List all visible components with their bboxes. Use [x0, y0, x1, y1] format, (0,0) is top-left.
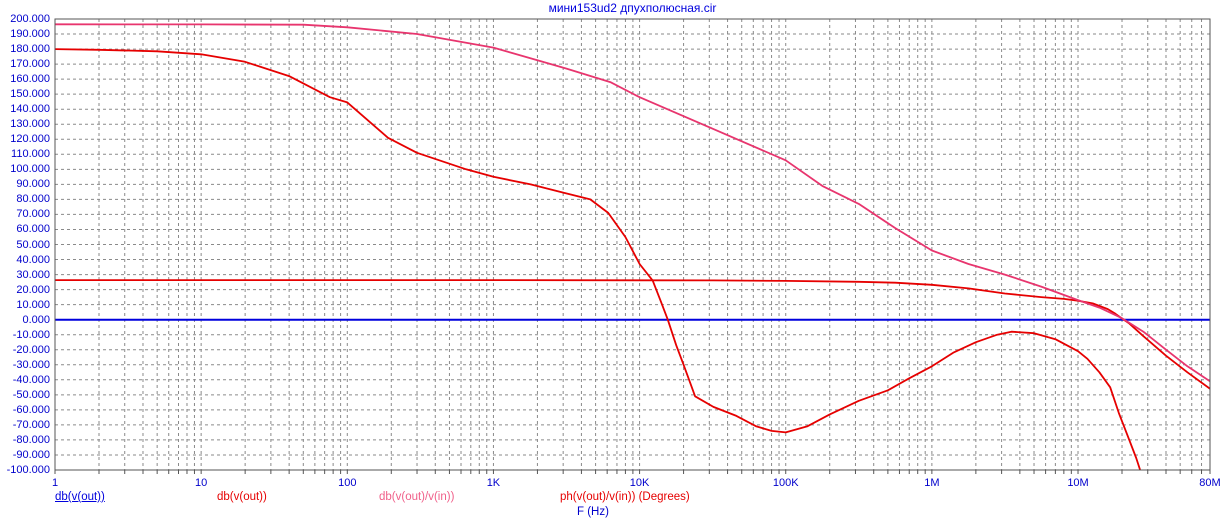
plot-border — [54, 18, 1211, 474]
curve-2-db-v-out-v-in- — [55, 23, 1210, 383]
x-tick-label: 1 — [51, 477, 59, 489]
x-tick-label: 80M — [1199, 477, 1221, 489]
legend-item-ph-v-out-v-in[interactable]: ph(v(out)/v(in)) (Degrees) — [560, 491, 690, 503]
y-tick-label: 170.000 — [10, 58, 50, 71]
legend-item-db-v-out-selected[interactable]: db(v(out)) — [55, 491, 105, 503]
y-tick-label: -70.000 — [12, 418, 50, 431]
y-tick-label: 190.000 — [10, 28, 50, 41]
curves — [55, 23, 1210, 470]
x-tick-label: 10M — [1067, 477, 1089, 489]
y-tick-label: -100.000 — [6, 464, 50, 476]
x-tick-label: 100 — [338, 477, 357, 489]
y-tick-label: 100.000 — [10, 163, 50, 176]
x-tick-label: 10 — [195, 477, 208, 489]
x-tick-label: 100K — [772, 477, 799, 489]
x-axis-title: F (Hz) — [577, 506, 609, 518]
legend-item-db-v-out[interactable]: db(v(out)) — [217, 491, 267, 503]
curve-3-ph-v-out-v-in-degrees- — [55, 48, 1142, 470]
x-tick-label: 1M — [924, 477, 940, 489]
y-tick-label: 110.000 — [11, 148, 50, 161]
curve-1-db-v-out- — [55, 279, 1210, 390]
x-tick-label: 10K — [629, 477, 650, 489]
y-tick-label: 120.000 — [10, 133, 50, 146]
y-tick-label: 160.000 — [10, 73, 50, 86]
y-tick-label: 30.000 — [16, 268, 50, 281]
y-tick-label: -90.000 — [12, 448, 50, 461]
y-tick-label: 180.000 — [10, 43, 50, 56]
y-tick-label: 140.000 — [10, 103, 50, 116]
y-tick-label: 80.000 — [16, 193, 50, 206]
y-tick-label: -40.000 — [12, 373, 50, 386]
y-tick-label: 130.000 — [10, 118, 50, 131]
y-tick-label: 0.000 — [22, 313, 50, 326]
y-tick-label: 50.000 — [16, 238, 50, 251]
y-tick-label: 40.000 — [16, 253, 50, 266]
y-tick-label: -60.000 — [12, 403, 50, 416]
x-tick-label: 1K — [486, 477, 501, 489]
y-tick-label: 20.000 — [16, 283, 50, 296]
y-tick-label: -30.000 — [12, 358, 50, 371]
y-tick-label: 60.000 — [16, 223, 50, 236]
y-tick-label: 10.000 — [16, 298, 50, 311]
plot-title: мини153ud2 дпухполюсная.cir — [548, 1, 717, 15]
legend-item-db-v-out-v-in[interactable]: db(v(out)/v(in)) — [379, 491, 455, 503]
y-tick-label: -80.000 — [12, 433, 50, 446]
grid — [55, 19, 1211, 470]
y-tick-label: 90.000 — [16, 178, 50, 191]
y-tick-label: 150.000 — [10, 88, 50, 101]
y-tick-label: 70.000 — [16, 208, 50, 221]
y-tick-label: 200.000 — [10, 13, 50, 25]
y-tick-label: -10.000 — [12, 328, 50, 341]
y-tick-label: -50.000 — [12, 388, 50, 401]
y-tick-label: -20.000 — [12, 343, 50, 356]
